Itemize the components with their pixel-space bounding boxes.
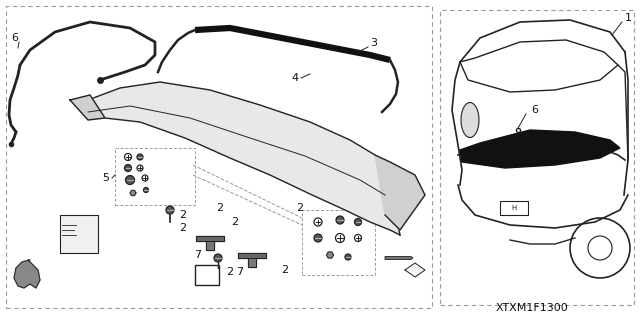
Bar bbox=[440, 10, 634, 305]
Polygon shape bbox=[70, 95, 105, 120]
Text: 2: 2 bbox=[232, 217, 239, 227]
Text: H: H bbox=[511, 205, 516, 211]
Polygon shape bbox=[14, 260, 40, 288]
Circle shape bbox=[125, 175, 134, 184]
Bar bbox=[115, 148, 195, 205]
Circle shape bbox=[314, 234, 322, 242]
Circle shape bbox=[125, 165, 131, 172]
Polygon shape bbox=[88, 82, 400, 235]
Text: 6: 6 bbox=[531, 105, 538, 115]
Polygon shape bbox=[130, 190, 136, 196]
Text: 5: 5 bbox=[102, 173, 109, 183]
Text: XTXM1F1300: XTXM1F1300 bbox=[495, 303, 568, 313]
Text: 2: 2 bbox=[179, 210, 187, 220]
Polygon shape bbox=[405, 263, 425, 277]
Text: 7: 7 bbox=[195, 250, 202, 260]
Text: 2: 2 bbox=[282, 265, 289, 275]
Polygon shape bbox=[326, 252, 333, 258]
Text: 4: 4 bbox=[291, 73, 299, 83]
Text: 2: 2 bbox=[216, 203, 223, 213]
Bar bbox=[302, 210, 375, 275]
Circle shape bbox=[345, 254, 351, 260]
Circle shape bbox=[137, 154, 143, 160]
Text: 6: 6 bbox=[12, 33, 19, 43]
Circle shape bbox=[166, 206, 174, 214]
Text: 2: 2 bbox=[179, 223, 187, 233]
Polygon shape bbox=[196, 236, 224, 241]
Text: 1: 1 bbox=[625, 13, 632, 23]
Circle shape bbox=[336, 216, 344, 224]
Polygon shape bbox=[238, 253, 266, 258]
Circle shape bbox=[355, 219, 362, 226]
Bar bbox=[60, 215, 98, 253]
Circle shape bbox=[143, 188, 148, 192]
Circle shape bbox=[214, 254, 222, 262]
Text: 2: 2 bbox=[296, 203, 303, 213]
Bar bbox=[500, 201, 528, 215]
Bar bbox=[6, 6, 432, 308]
Text: 2: 2 bbox=[227, 267, 234, 277]
Ellipse shape bbox=[461, 102, 479, 137]
Bar bbox=[195, 265, 219, 285]
Polygon shape bbox=[248, 258, 256, 267]
Polygon shape bbox=[206, 241, 214, 250]
Polygon shape bbox=[460, 130, 620, 168]
Polygon shape bbox=[375, 155, 425, 230]
Text: 7: 7 bbox=[236, 267, 244, 277]
Text: 3: 3 bbox=[371, 38, 378, 48]
FancyArrow shape bbox=[385, 256, 413, 259]
